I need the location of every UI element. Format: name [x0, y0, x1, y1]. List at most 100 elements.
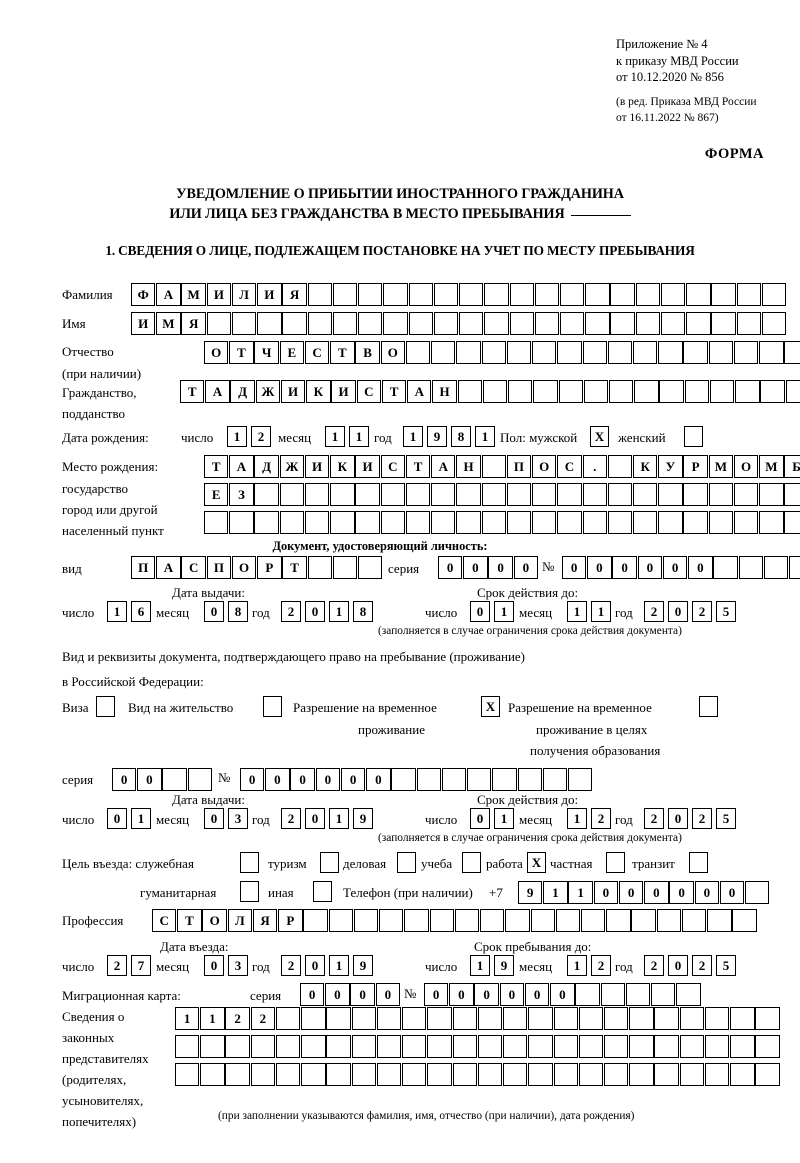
- char-cell[interactable]: 0: [290, 768, 315, 791]
- char-cell[interactable]: 5: [716, 808, 736, 829]
- char-cell[interactable]: [328, 909, 353, 932]
- char-cell[interactable]: .: [582, 455, 607, 478]
- char-cell[interactable]: 0: [662, 556, 688, 579]
- char-cell[interactable]: [492, 768, 517, 791]
- char-cell[interactable]: [580, 909, 606, 932]
- visa-checkbox[interactable]: [96, 696, 115, 717]
- char-cell[interactable]: 9: [518, 881, 543, 904]
- char-cell[interactable]: А: [431, 455, 456, 478]
- char-cell[interactable]: Ж: [279, 455, 305, 478]
- char-cell[interactable]: [759, 511, 784, 534]
- char-cell[interactable]: Б: [784, 455, 800, 478]
- char-cell[interactable]: [711, 283, 736, 306]
- char-cell[interactable]: [452, 1035, 477, 1058]
- char-cell[interactable]: [231, 312, 257, 335]
- char-cell[interactable]: [658, 511, 683, 534]
- char-cell[interactable]: [477, 1007, 503, 1030]
- char-cell[interactable]: 8: [228, 601, 248, 622]
- char-cell[interactable]: [405, 511, 431, 534]
- char-cell[interactable]: [376, 1035, 402, 1058]
- char-cell[interactable]: 0: [424, 983, 449, 1006]
- char-cell[interactable]: [607, 341, 633, 364]
- char-cell[interactable]: [578, 1063, 604, 1086]
- temp-residence-checkbox[interactable]: X: [481, 696, 500, 717]
- char-cell[interactable]: [625, 983, 651, 1006]
- char-cell[interactable]: [332, 312, 358, 335]
- char-cell[interactable]: [332, 556, 358, 579]
- char-cell[interactable]: [456, 483, 481, 506]
- char-cell[interactable]: 9: [494, 955, 514, 976]
- char-cell[interactable]: [250, 1063, 276, 1086]
- char-cell[interactable]: 5: [716, 601, 736, 622]
- char-cell[interactable]: [429, 909, 454, 932]
- char-cell[interactable]: [629, 1035, 654, 1058]
- char-cell[interactable]: [542, 768, 568, 791]
- char-cell[interactable]: [760, 380, 785, 403]
- char-cell[interactable]: [534, 312, 560, 335]
- char-cell[interactable]: К: [306, 380, 331, 403]
- char-cell[interactable]: [582, 483, 607, 506]
- char-cell[interactable]: С: [304, 341, 330, 364]
- char-cell[interactable]: Т: [381, 380, 407, 403]
- char-cell[interactable]: 1: [175, 1007, 200, 1030]
- char-cell[interactable]: [704, 1035, 730, 1058]
- char-cell[interactable]: [250, 1035, 276, 1058]
- char-cell[interactable]: [427, 1007, 452, 1030]
- char-cell[interactable]: [534, 283, 560, 306]
- char-cell[interactable]: 2: [692, 808, 712, 829]
- char-cell[interactable]: [632, 341, 658, 364]
- char-cell[interactable]: [631, 909, 656, 932]
- char-cell[interactable]: [683, 341, 708, 364]
- char-cell[interactable]: [332, 283, 358, 306]
- char-cell[interactable]: 0: [644, 881, 669, 904]
- char-cell[interactable]: [607, 483, 633, 506]
- char-cell[interactable]: [606, 909, 631, 932]
- char-cell[interactable]: [553, 1063, 578, 1086]
- char-cell[interactable]: 1: [567, 601, 587, 622]
- char-cell[interactable]: [452, 1007, 477, 1030]
- char-cell[interactable]: О: [231, 556, 257, 579]
- char-cell[interactable]: [528, 1063, 553, 1086]
- char-cell[interactable]: 0: [593, 881, 619, 904]
- char-cell[interactable]: [634, 380, 659, 403]
- char-cell[interactable]: [431, 483, 456, 506]
- char-cell[interactable]: [635, 283, 661, 306]
- char-cell[interactable]: [578, 1007, 604, 1030]
- char-cell[interactable]: 0: [107, 808, 127, 829]
- char-cell[interactable]: [175, 1063, 200, 1086]
- char-cell[interactable]: Т: [282, 556, 307, 579]
- purpose-tourism-checkbox[interactable]: [320, 852, 339, 873]
- char-cell[interactable]: [427, 1063, 452, 1086]
- char-cell[interactable]: [433, 312, 459, 335]
- char-cell[interactable]: 2: [591, 808, 611, 829]
- char-cell[interactable]: 1: [329, 601, 349, 622]
- char-cell[interactable]: О: [532, 455, 557, 478]
- char-cell[interactable]: [559, 283, 585, 306]
- char-cell[interactable]: Р: [683, 455, 708, 478]
- char-cell[interactable]: 0: [300, 983, 325, 1006]
- char-cell[interactable]: 1: [494, 601, 514, 622]
- char-cell[interactable]: 0: [340, 768, 366, 791]
- char-cell[interactable]: 0: [350, 983, 375, 1006]
- char-cell[interactable]: [456, 341, 481, 364]
- char-cell[interactable]: [254, 511, 279, 534]
- char-cell[interactable]: [307, 556, 332, 579]
- char-cell[interactable]: 1: [329, 808, 349, 829]
- char-cell[interactable]: 6: [131, 601, 151, 622]
- char-cell[interactable]: [656, 909, 682, 932]
- char-cell[interactable]: [200, 1063, 225, 1086]
- char-cell[interactable]: [254, 483, 279, 506]
- char-cell[interactable]: А: [407, 380, 432, 403]
- char-cell[interactable]: 0: [668, 955, 688, 976]
- char-cell[interactable]: 1: [470, 955, 490, 976]
- char-cell[interactable]: М: [708, 455, 734, 478]
- char-cell[interactable]: 1: [329, 955, 349, 976]
